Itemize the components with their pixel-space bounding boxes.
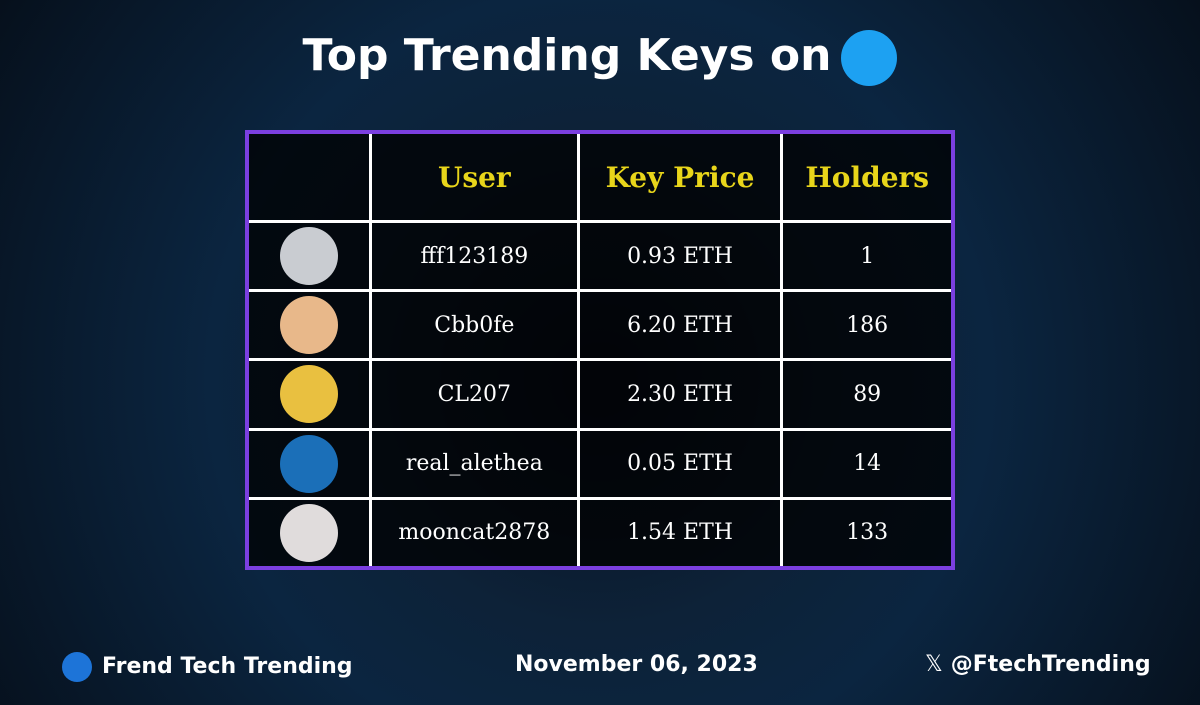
header-row: User Key Price Holders <box>247 132 953 223</box>
cell: 1.54 ETH <box>576 496 784 568</box>
cell: 1 <box>780 219 953 293</box>
cell: 0.05 ETH <box>576 427 784 500</box>
cell: mooncat2878 <box>369 496 580 568</box>
cell: fff123189 <box>369 219 580 293</box>
table: User Key Price Holders fff123189 0.93 ETH 1 C… <box>245 130 955 570</box>
cell: 2.30 ETH <box>576 358 784 431</box>
column-header: User <box>369 132 580 223</box>
row: Cbb0fe 6.20 ETH 186 <box>247 289 953 362</box>
footer-brand: Frend Tech Trending <box>62 652 353 682</box>
avatar <box>280 503 338 562</box>
avatar <box>280 434 338 493</box>
cell: 133 <box>780 496 953 568</box>
avatar <box>280 365 338 424</box>
date: November 06, 2023 <box>515 652 758 677</box>
row: fff123189 0.93 ETH 1 <box>247 219 953 293</box>
cell: 0.93 ETH <box>576 219 784 293</box>
brand: Frend Tech Trending <box>102 654 353 679</box>
cell: 14 <box>780 427 953 500</box>
footer-handle: 𝕏 @FtechTrending <box>925 652 1151 677</box>
avatar-cell <box>247 219 372 293</box>
avatar-cell <box>247 496 372 568</box>
cell: real_alethea <box>369 427 580 500</box>
cell: CL207 <box>369 358 580 431</box>
avatar <box>280 227 338 286</box>
row: mooncat2878 1.54 ETH 133 <box>247 496 953 568</box>
row: CL207 2.30 ETH 89 <box>247 358 953 431</box>
title: Top Trending Keys on <box>302 30 832 81</box>
cell: 6.20 ETH <box>576 289 784 362</box>
avatar <box>280 296 338 355</box>
avatar-cell <box>247 289 372 362</box>
cell: 89 <box>780 358 953 431</box>
row: real_alethea 0.05 ETH 14 <box>247 427 953 500</box>
column-header: Holders <box>780 132 953 223</box>
column-header: Key Price <box>576 132 784 223</box>
title-bar: Top Trending Keys on <box>0 30 1200 86</box>
avatar-cell <box>247 427 372 500</box>
cell: 186 <box>780 289 953 362</box>
cell: Cbb0fe <box>369 289 580 362</box>
handle: @FtechTrending <box>950 652 1151 677</box>
logo <box>841 30 898 86</box>
avatar-cell <box>247 358 372 431</box>
header-cell <box>247 132 372 223</box>
